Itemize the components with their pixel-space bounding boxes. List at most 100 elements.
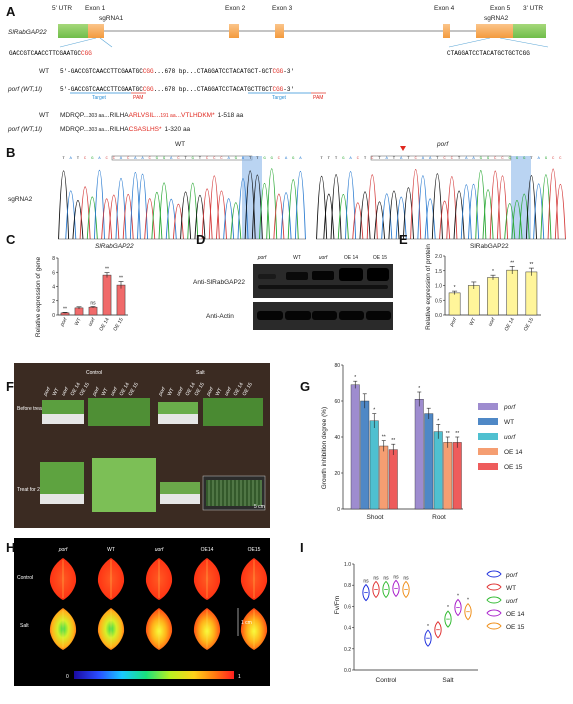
exon4-label: Exon 4 xyxy=(434,5,455,12)
base-call: T xyxy=(407,157,410,161)
significance-label: * xyxy=(492,269,494,275)
violin xyxy=(362,583,370,602)
bar xyxy=(369,420,379,510)
significance-label: * xyxy=(437,418,439,424)
base-call: G xyxy=(342,157,345,161)
y-tick-label: 0.2 xyxy=(344,647,351,653)
significance-label: * xyxy=(427,624,429,630)
bar xyxy=(525,271,538,316)
base-call: C xyxy=(371,157,374,161)
base-call: T xyxy=(436,157,439,161)
base-call: A xyxy=(120,157,123,161)
base-call: A xyxy=(170,157,173,161)
y-axis-label: Relative expression of gene xyxy=(35,257,42,338)
base-call: A xyxy=(422,157,425,161)
line-label: porf xyxy=(42,386,52,398)
bar xyxy=(487,277,499,316)
base-call: T xyxy=(320,157,323,161)
base-call: A xyxy=(285,157,288,161)
significance-label: ** xyxy=(529,262,533,268)
significance-label: ** xyxy=(446,431,450,437)
porf-prot-label: porf (WT,1I) xyxy=(7,126,42,133)
bar xyxy=(467,285,480,316)
line-label: uorf xyxy=(176,386,186,397)
pam-label: PAM xyxy=(133,95,143,101)
violin xyxy=(454,598,462,617)
trace-peak xyxy=(475,170,487,240)
col-label: OE15 xyxy=(248,547,261,553)
significance-label: ** xyxy=(63,306,67,312)
trace-peak xyxy=(533,183,545,240)
bar xyxy=(424,413,434,510)
base-call: A xyxy=(242,157,245,161)
trace-peak xyxy=(482,189,494,240)
violin xyxy=(434,621,442,639)
line-label: uorf xyxy=(61,386,71,397)
base-call: C xyxy=(559,157,562,161)
base-call: A xyxy=(98,157,101,161)
significance-label: ns xyxy=(383,575,389,581)
trace-peak xyxy=(144,198,156,240)
target-bands xyxy=(258,268,389,289)
legend-swatch xyxy=(486,583,502,591)
wt-pam-highlight xyxy=(242,156,262,239)
base-call: A xyxy=(227,157,230,161)
trace-peak xyxy=(323,193,335,240)
y-tick-label: 2 xyxy=(52,299,55,305)
legend-swatch xyxy=(486,596,502,604)
x-tick-label: Salt xyxy=(442,677,453,684)
wt-seq: 5'-GACCGTCAACCTTCGAATGCCGG...678 bp...CT… xyxy=(60,68,294,75)
base-call: C xyxy=(451,157,454,161)
base-call: A xyxy=(429,157,432,161)
y-tick-label: 80 xyxy=(334,363,340,369)
trace-peak xyxy=(129,172,141,240)
legend-swatch xyxy=(478,448,498,455)
trace-peak xyxy=(446,176,458,240)
x-tick-label: uorf xyxy=(87,316,97,327)
base-call: G xyxy=(235,157,238,161)
trace-peak xyxy=(337,193,349,240)
y-tick-label: 1.0 xyxy=(435,284,442,290)
colorbar xyxy=(74,671,234,679)
base-call: C xyxy=(494,157,497,161)
significance-label: ns xyxy=(373,575,379,581)
trace-peak xyxy=(101,198,113,240)
legend-label: OE 14 xyxy=(506,611,525,618)
significance-label: * xyxy=(454,285,456,291)
base-call: T xyxy=(378,157,381,161)
y-tick-label: 0 xyxy=(337,507,340,513)
x-tick-label: OE 15 xyxy=(523,317,535,332)
legend-swatch xyxy=(478,418,498,425)
base-call: A xyxy=(386,157,389,161)
base-call: C xyxy=(278,157,281,161)
y-tick-label: 4 xyxy=(52,285,55,291)
legend-label: OE 14 xyxy=(504,449,523,456)
violin xyxy=(424,629,432,647)
base-call: A xyxy=(134,157,137,161)
zoom-line xyxy=(59,37,97,48)
legend-label: WT xyxy=(506,585,516,592)
trace-peak xyxy=(230,202,242,240)
x-tick-label: Root xyxy=(432,514,446,521)
violin xyxy=(382,580,390,599)
zoom-line xyxy=(499,37,549,48)
panel-label: E xyxy=(399,232,408,247)
base-call: C xyxy=(357,157,360,161)
significance-label: ns xyxy=(393,574,399,580)
lane-label: porf xyxy=(257,255,267,261)
trace-peak xyxy=(439,200,451,240)
trace-peak xyxy=(373,201,386,240)
base-call: T xyxy=(256,157,259,161)
row-label: Anti-SlRabGAP22 xyxy=(193,279,245,286)
trace-peak xyxy=(540,174,552,240)
trace-peak xyxy=(345,171,357,240)
exon2-label: Exon 2 xyxy=(225,5,246,12)
x-tick-label: WT xyxy=(74,317,83,327)
base-call: A xyxy=(141,157,144,161)
trace-peak xyxy=(266,168,278,240)
